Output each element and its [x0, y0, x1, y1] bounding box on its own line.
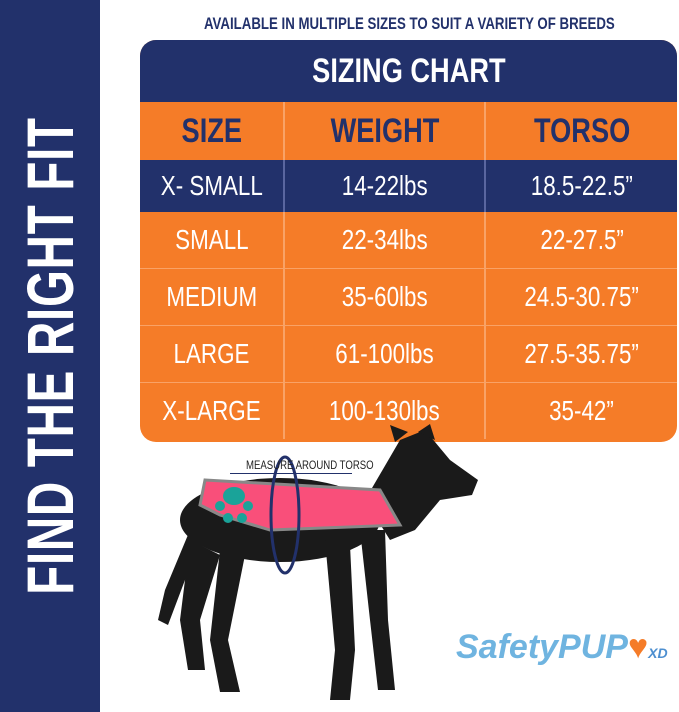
size-cell: SMALL: [140, 212, 285, 268]
brand-logo: SafetyPUP♥XD: [456, 628, 668, 666]
chart-title: SIZING CHART: [140, 40, 677, 102]
torso-measure-loop: [269, 455, 301, 575]
torso-cell: 18.5-22.5”: [530, 170, 633, 201]
weight-cell: 14-22lbs: [285, 160, 487, 212]
weight-cell: 35-60lbs: [285, 269, 487, 325]
table-row: X-LARGE 100-130lbs 35-42”: [140, 382, 677, 439]
size-cell: LARGE: [140, 326, 285, 382]
size-cell: MEDIUM: [140, 269, 285, 325]
torso-cell: 35-42”: [549, 395, 615, 426]
column-header: WEIGHT: [285, 102, 487, 160]
size-cell: X-LARGE: [140, 383, 285, 439]
heart-paw-icon: ♥: [627, 628, 649, 666]
torso-cell: 27.5-35.75”: [524, 338, 639, 369]
paw-print-icon: [215, 487, 253, 523]
torso-cell: 22-27.5”: [539, 224, 624, 255]
weight-cell: 61-100lbs: [285, 326, 487, 382]
dog-in-vest-image: [158, 424, 478, 700]
column-header: SIZE: [140, 102, 285, 160]
torso-cell: 24.5-30.75”: [524, 281, 639, 312]
column-header: TORSO: [533, 111, 630, 150]
side-banner-text: FIND THE RIGHT FIT: [13, 117, 87, 595]
weight-cell: 100-130lbs: [285, 383, 487, 439]
subtitle: AVAILABLE IN MULTIPLE SIZES TO SUIT A VA…: [204, 14, 615, 33]
side-banner: FIND THE RIGHT FIT: [0, 0, 100, 712]
table-row: SMALL 22-34lbs 22-27.5”: [140, 212, 677, 268]
table-row: X- SMALL 14-22lbs 18.5-22.5”: [140, 160, 677, 212]
header-row: SIZE WEIGHT TORSO: [140, 102, 677, 160]
size-cell: X- SMALL: [140, 160, 285, 212]
measure-annotation: MEASURE AROUND TORSO: [230, 458, 374, 474]
sizing-chart: SIZING CHART SIZE WEIGHT TORSO X- SMALL …: [140, 40, 677, 442]
table-row: MEDIUM 35-60lbs 24.5-30.75”: [140, 268, 677, 325]
table-row: LARGE 61-100lbs 27.5-35.75”: [140, 325, 677, 382]
weight-cell: 22-34lbs: [285, 212, 487, 268]
